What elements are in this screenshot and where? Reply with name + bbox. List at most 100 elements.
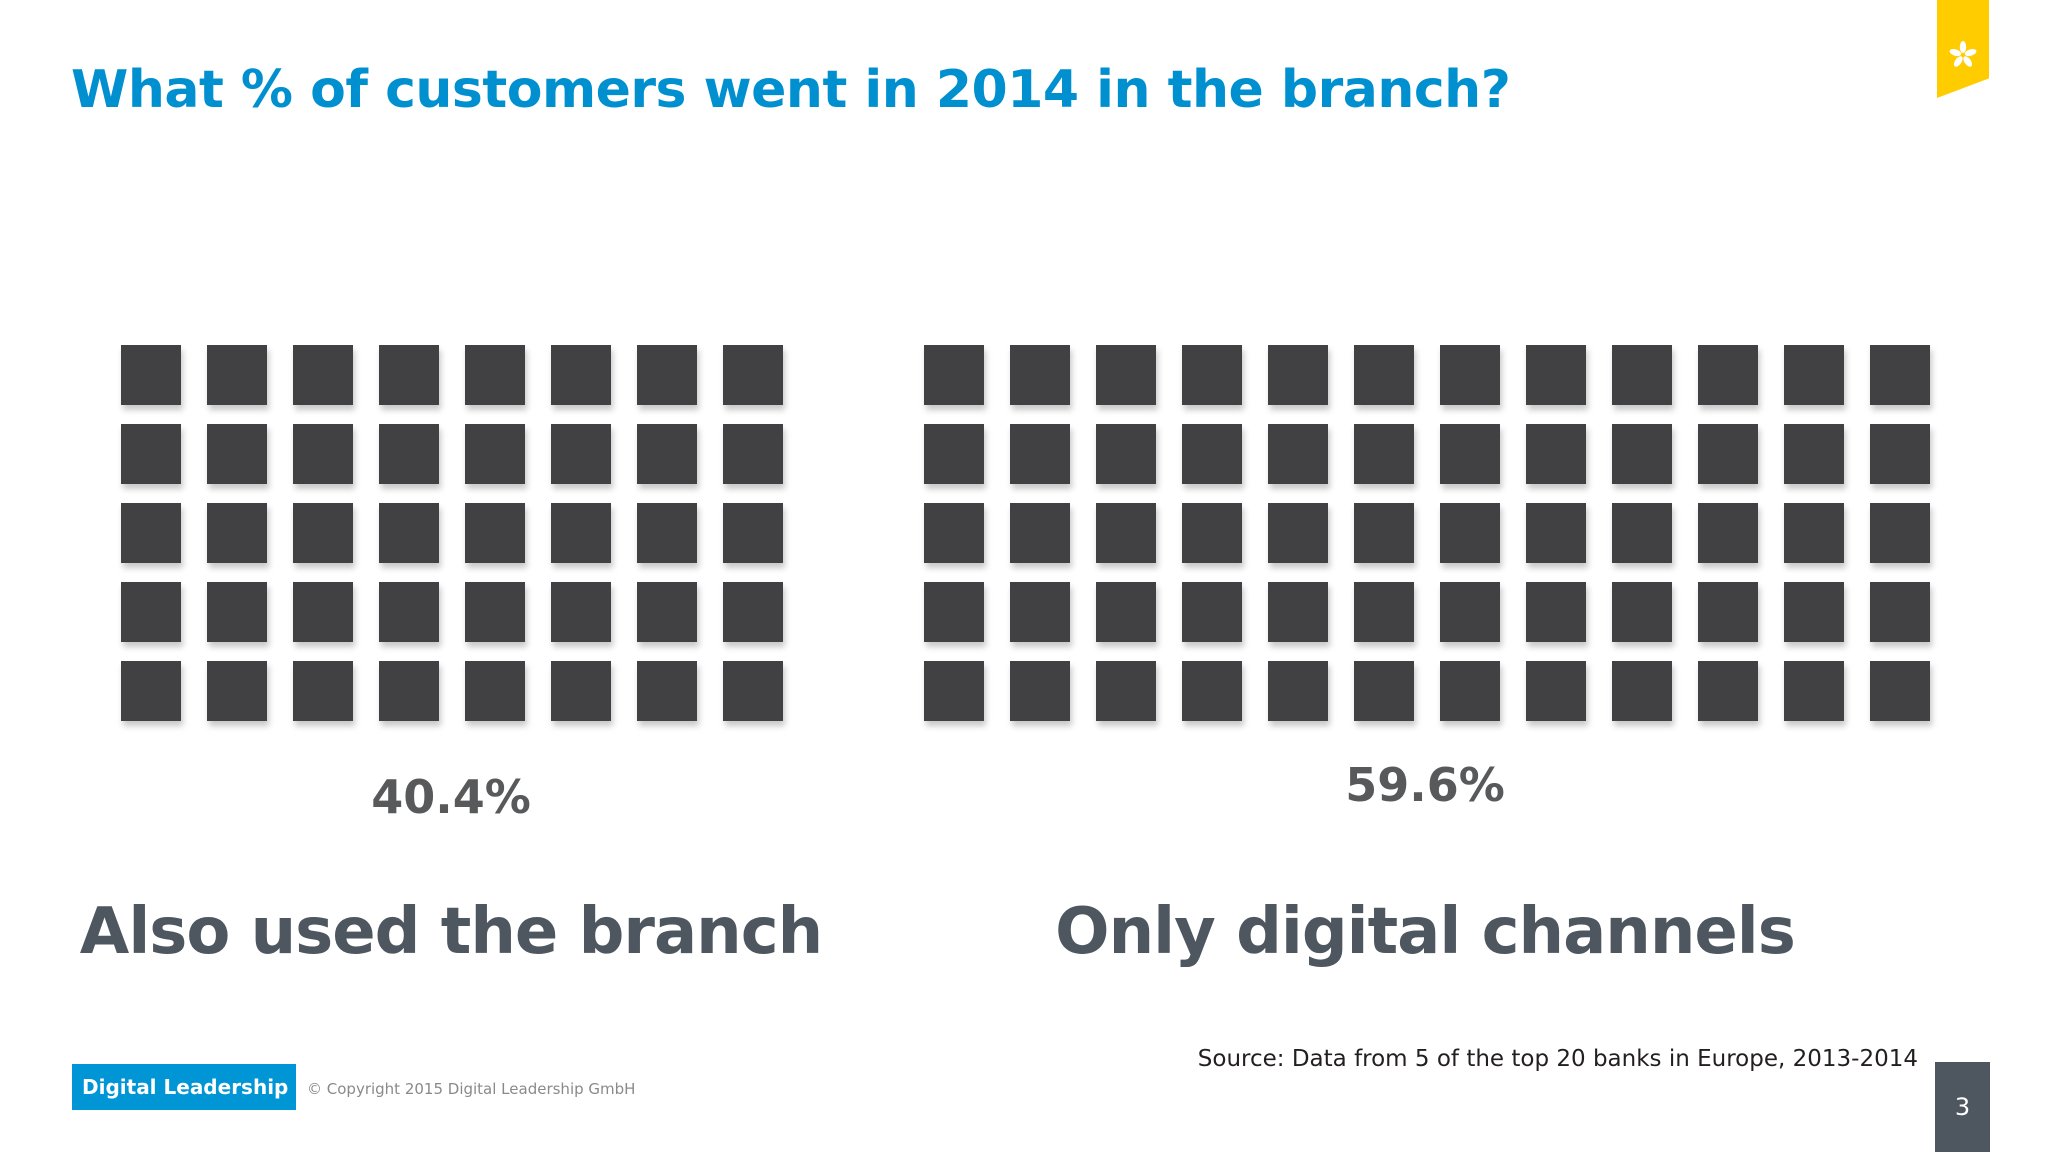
waffle-square [723, 661, 783, 721]
waffle-square [1870, 345, 1930, 405]
waffle-square [1870, 424, 1930, 484]
waffle-square [723, 345, 783, 405]
waffle-square [551, 424, 611, 484]
waffle-square [1612, 661, 1672, 721]
waffle-square [379, 503, 439, 563]
waffle-square [121, 582, 181, 642]
waffle-square [1440, 424, 1500, 484]
category-label-digital: Only digital channels [1055, 895, 1796, 969]
waffle-square [1526, 345, 1586, 405]
waffle-square [1268, 582, 1328, 642]
waffle-square [465, 661, 525, 721]
waffle-square [924, 503, 984, 563]
waffle-square [1440, 661, 1500, 721]
corner-tab [1937, 0, 1989, 98]
waffle-square [121, 661, 181, 721]
waffle-square [1526, 424, 1586, 484]
waffle-square [293, 424, 353, 484]
waffle-square [1784, 661, 1844, 721]
waffle-square [293, 661, 353, 721]
waffle-square [1612, 345, 1672, 405]
waffle-square [637, 345, 697, 405]
waffle-square [207, 345, 267, 405]
waffle-square [121, 424, 181, 484]
waffle-square [924, 424, 984, 484]
waffle-square [207, 582, 267, 642]
waffle-square [1784, 424, 1844, 484]
waffle-square [1354, 503, 1414, 563]
waffle-square [1440, 345, 1500, 405]
waffle-square [207, 503, 267, 563]
waffle-square [1096, 424, 1156, 484]
waffle-square [379, 424, 439, 484]
waffle-square [1010, 503, 1070, 563]
waffle-square [637, 582, 697, 642]
waffle-square [723, 503, 783, 563]
value-label-branch: 40.4% [371, 770, 531, 824]
waffle-square [465, 345, 525, 405]
waffle-square [1010, 582, 1070, 642]
waffle-square [1612, 424, 1672, 484]
waffle-square [1268, 503, 1328, 563]
waffle-square [1698, 582, 1758, 642]
waffle-square [723, 424, 783, 484]
waffle-square [637, 661, 697, 721]
waffle-square [379, 345, 439, 405]
waffle-square [551, 503, 611, 563]
waffle-square [465, 424, 525, 484]
waffle-square [293, 582, 353, 642]
waffle-square [1096, 345, 1156, 405]
waffle-square [551, 345, 611, 405]
waffle-square [207, 661, 267, 721]
waffle-square [1440, 503, 1500, 563]
waffle-square [1870, 661, 1930, 721]
waffle-square [1698, 503, 1758, 563]
waffle-square [379, 582, 439, 642]
waffle-square [1870, 503, 1930, 563]
waffle-square [924, 661, 984, 721]
waffle-square [1096, 503, 1156, 563]
waffle-square [1870, 582, 1930, 642]
waffle-square [924, 582, 984, 642]
slide-title: What % of customers went in 2014 in the … [71, 60, 1511, 120]
waffle-square [1526, 661, 1586, 721]
waffle-square [1784, 582, 1844, 642]
waffle-square [207, 424, 267, 484]
waffle-square [1182, 345, 1242, 405]
waffle-square [1698, 424, 1758, 484]
waffle-square [1440, 582, 1500, 642]
waffle-square [1354, 582, 1414, 642]
waffle-square [379, 661, 439, 721]
waffle-square [1096, 582, 1156, 642]
waffle-square [723, 582, 783, 642]
waffle-square [1010, 345, 1070, 405]
page-number: 3 [1935, 1062, 1990, 1152]
waffle-square [1268, 424, 1328, 484]
waffle-square [1784, 503, 1844, 563]
waffle-square [1698, 661, 1758, 721]
waffle-square [1010, 424, 1070, 484]
waffle-square [1268, 345, 1328, 405]
waffle-square [551, 661, 611, 721]
value-label-digital: 59.6% [1345, 758, 1505, 812]
waffle-square [465, 582, 525, 642]
waffle-square [637, 503, 697, 563]
asterisk-icon [1949, 41, 1977, 67]
waffle-square [293, 503, 353, 563]
waffle-square [1526, 503, 1586, 563]
waffle-square [1182, 582, 1242, 642]
waffle-square [1096, 661, 1156, 721]
waffle-square [1354, 661, 1414, 721]
waffle-square [293, 345, 353, 405]
waffle-square [1268, 661, 1328, 721]
copyright-notice: © Copyright 2015 Digital Leadership GmbH [307, 1080, 636, 1098]
waffle-square [1612, 503, 1672, 563]
waffle-square [1010, 661, 1070, 721]
waffle-square [1182, 503, 1242, 563]
waffle-square [637, 424, 697, 484]
waffle-square [1698, 345, 1758, 405]
waffle-square [1526, 582, 1586, 642]
waffle-square [551, 582, 611, 642]
waffle-square [465, 503, 525, 563]
waffle-square [1182, 661, 1242, 721]
